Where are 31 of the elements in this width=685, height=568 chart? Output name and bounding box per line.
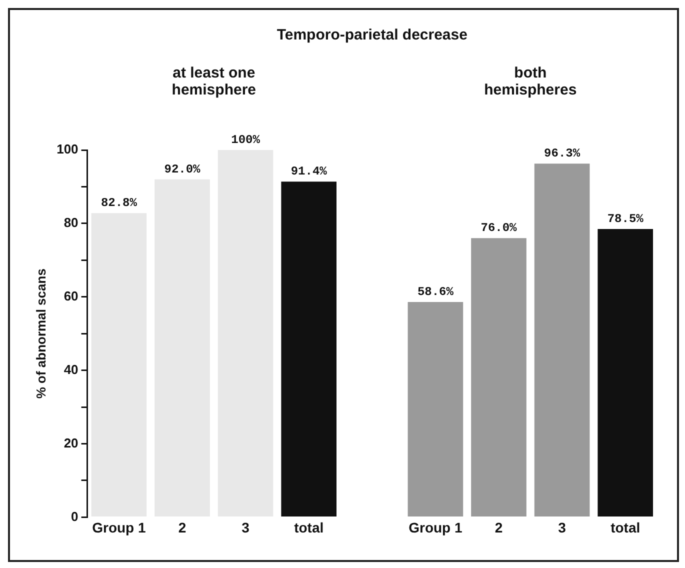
bar [281,182,337,516]
x-tick-label: total [294,519,324,536]
x-tick-label: Group 1 [408,519,462,536]
x-tick-label: 3 [242,519,250,536]
data-label: 91.4% [290,164,328,179]
y-tick-label: 100 [56,142,78,157]
y-axis-title: % of abnormal scans [33,268,48,399]
y-tick-label: 80 [64,215,78,230]
text: both hemispheres [484,64,577,99]
y-tick-label: 60 [64,288,78,304]
x-tick-label: 3 [558,519,566,536]
text: at least one hemisphere [172,64,256,99]
bar [471,238,526,516]
data-label: 92.0% [164,162,202,176]
x-tick-label: 2 [178,519,186,536]
data-label: 82.8% [100,196,138,210]
x-tick-label: Group 1 [92,519,146,536]
data-label: 100% [231,133,261,148]
chart-title: Temporo-parietal decrease [276,26,468,44]
bar [408,302,464,516]
bar [598,228,654,516]
bar [534,164,590,516]
y-tick-label: 20 [64,435,78,450]
data-label: 96.3% [544,146,581,161]
data-label: 78.5% [607,212,644,226]
data-label: 76.0% [480,221,518,236]
x-tick-label: 2 [494,519,503,536]
y-tick-label: 0 [71,508,78,524]
data-label: 58.6% [417,285,454,300]
y-tick-label: 40 [64,362,78,377]
x-tick-label: total [610,519,640,536]
